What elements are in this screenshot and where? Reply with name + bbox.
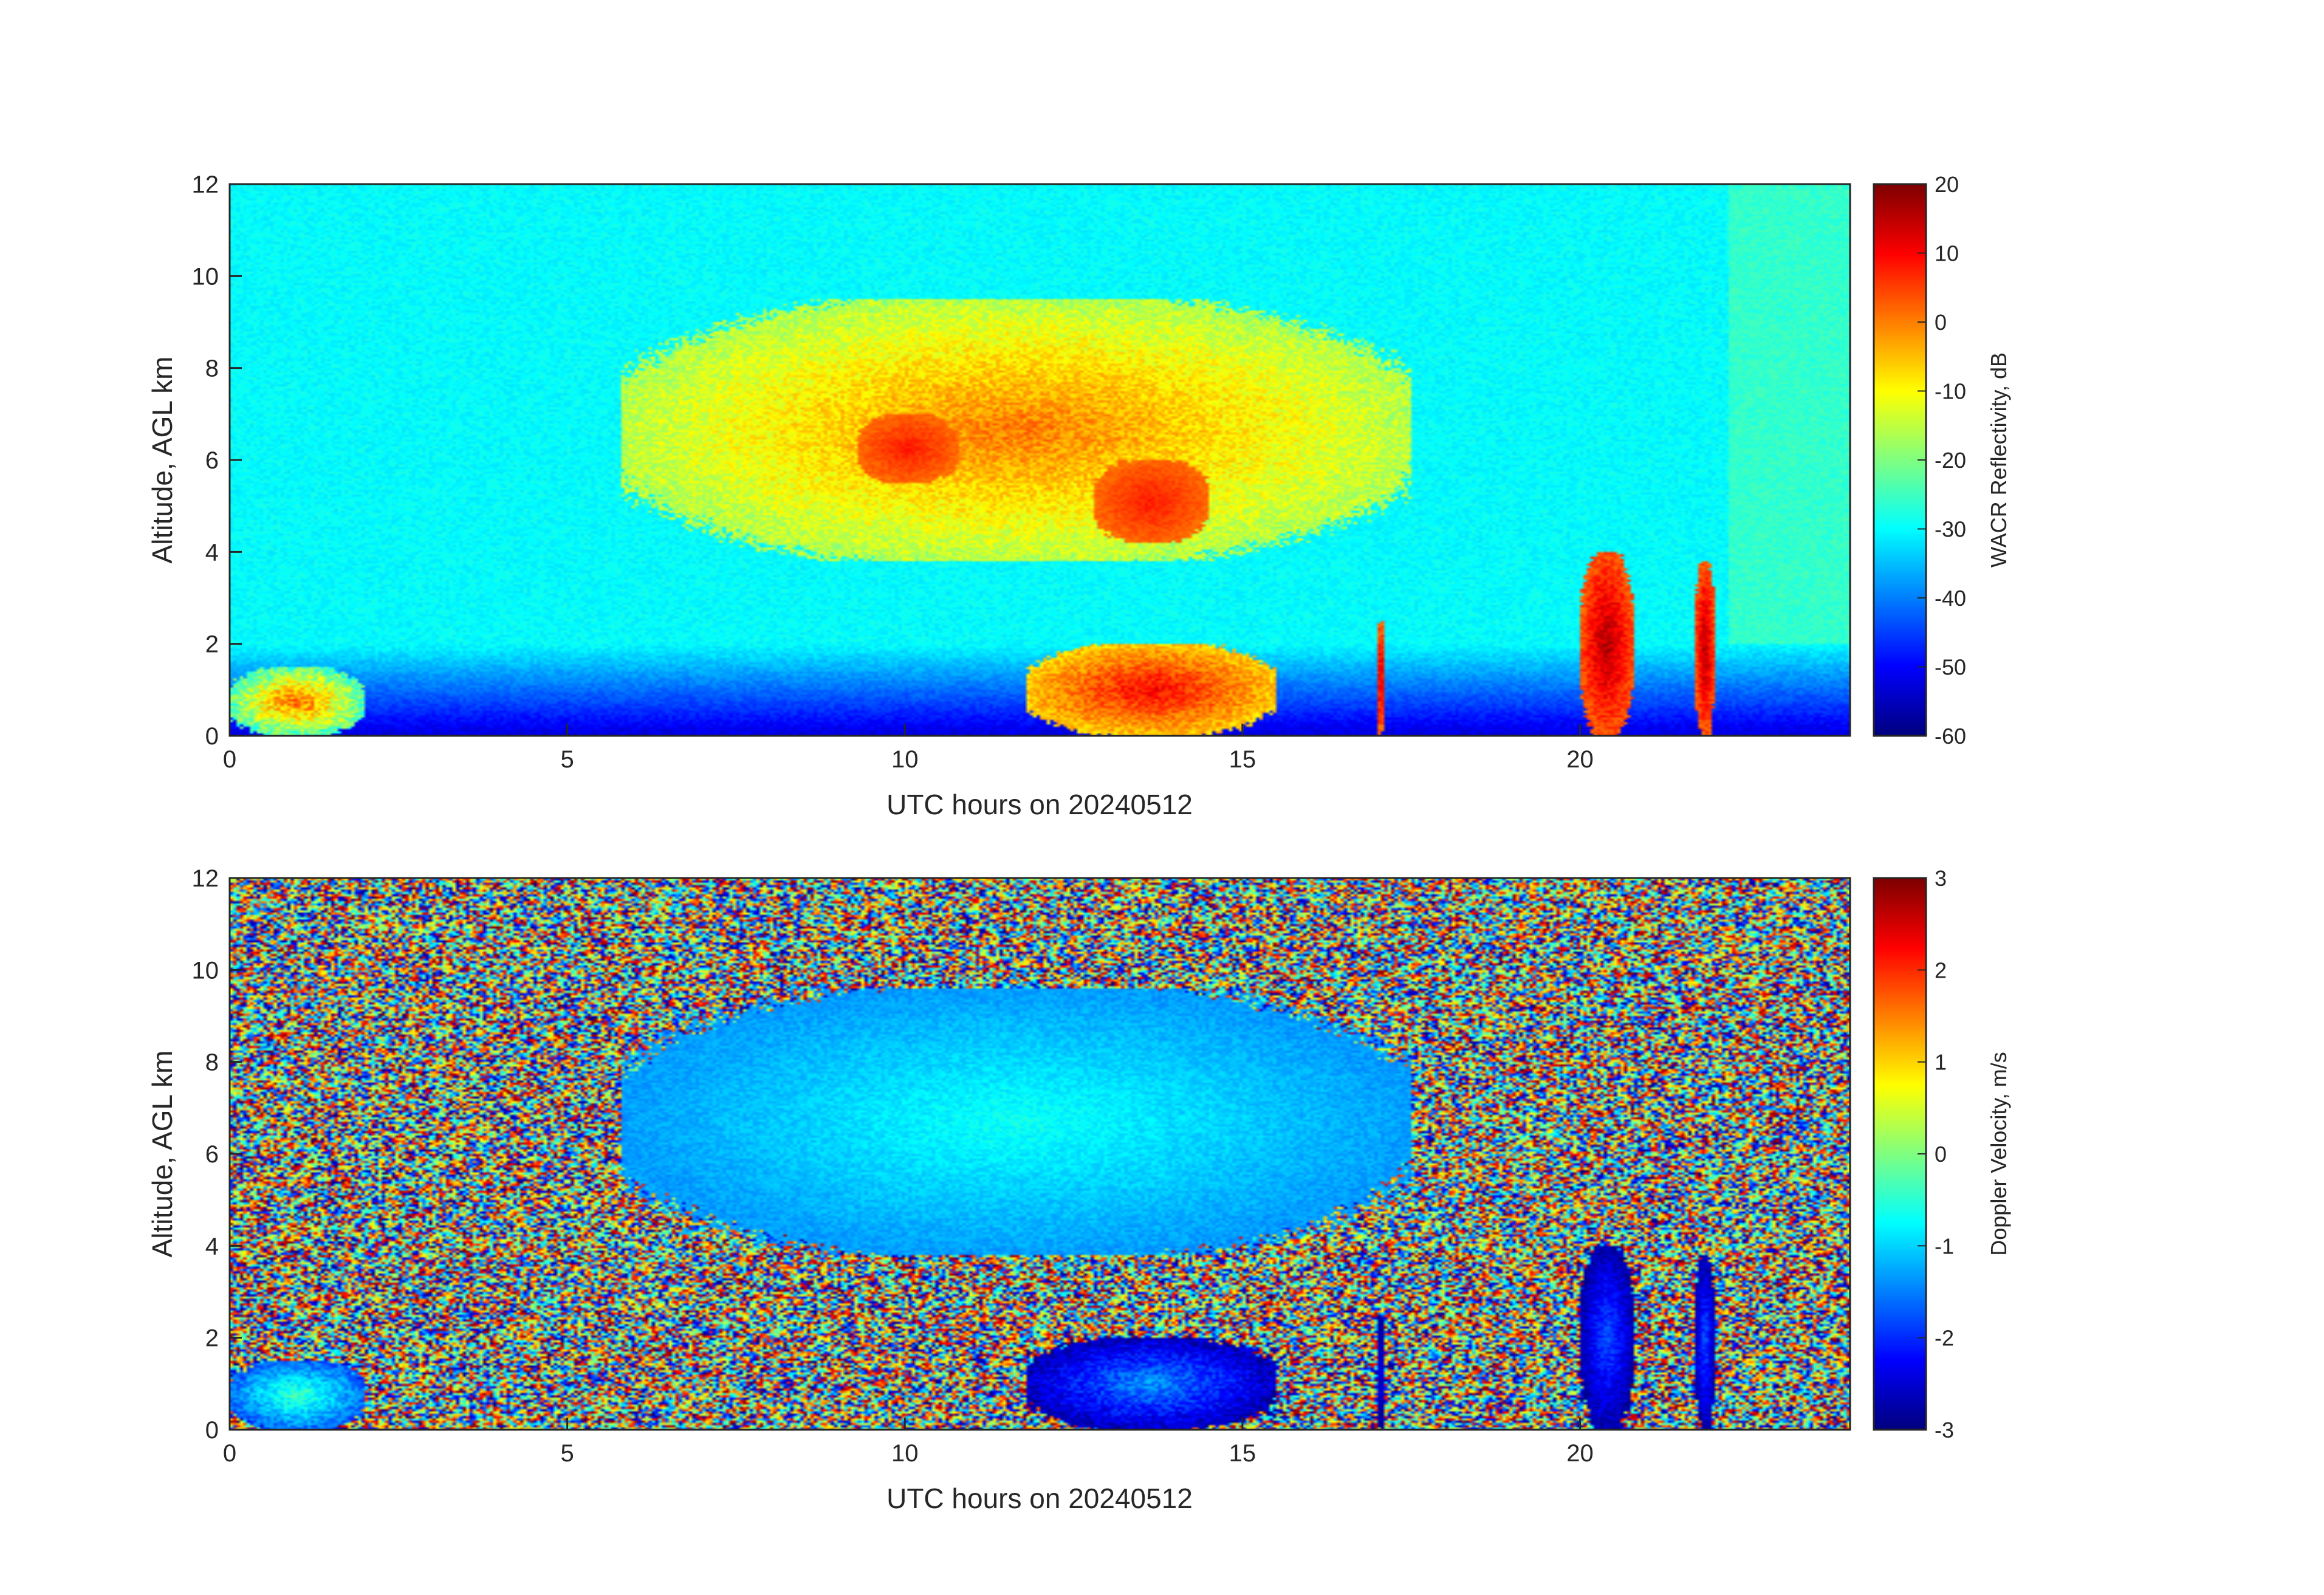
colorbar-tick-label: 0 [1935,310,1947,335]
x-tick-label: 0 [223,746,236,773]
reflectivity-heatmap [230,184,1850,736]
y-tick-label: 2 [205,1325,219,1352]
colorbar-tick-label: 0 [1935,1142,1947,1167]
velocity-colorbar-ticks: 3 2 1 0 -1 -2 -3 [1918,866,1954,1442]
colorbar-tick-label: 10 [1935,241,1959,266]
reflectivity-colorbar [1874,184,1926,736]
x-tick-label: 20 [1566,1440,1594,1467]
velocity-x-axis-label: UTC hours on 20240512 [886,1483,1193,1514]
x-tick-label: 5 [561,1440,574,1467]
y-tick-label: 4 [205,539,219,566]
x-tick-label: 20 [1566,746,1594,773]
x-tick-label: 15 [1229,1440,1256,1467]
x-tick-label: 15 [1229,746,1256,773]
y-tick-label: 10 [192,957,219,984]
velocity-ticks: 0 5 10 15 20 0 2 4 6 8 10 12 [192,865,1594,1467]
colorbar-tick-label: -30 [1935,517,1966,542]
reflectivity-colorbar-ticks: 20 10 0 -10 -20 -30 -40 -50 -60 [1918,172,1966,749]
y-tick-label: 8 [205,1049,219,1076]
y-tick-label: 6 [205,447,219,474]
velocity-colorbar [1874,878,1926,1430]
reflectivity-x-axis-label: UTC hours on 20240512 [886,789,1193,820]
colorbar-tick-label: 1 [1935,1050,1947,1075]
colorbar-tick-label: -3 [1935,1418,1954,1442]
y-tick-label: 0 [205,723,219,750]
reflectivity-y-axis-label: Altitude, AGL km [146,357,178,564]
colorbar-tick-label: 20 [1935,172,1959,197]
colorbar-tick-label: 3 [1935,866,1947,891]
x-tick-label: 5 [561,746,574,773]
colorbar-tick-label: -60 [1935,724,1966,749]
y-tick-label: 6 [205,1141,219,1168]
x-tick-label: 0 [223,1440,236,1467]
y-tick-label: 4 [205,1233,219,1260]
colorbar-tick-label: -10 [1935,379,1966,404]
colorbar-tick-label: -1 [1935,1233,1954,1258]
colorbar-tick-label: -20 [1935,448,1966,473]
y-tick-label: 12 [192,865,219,892]
colorbar-tick-label: -40 [1935,586,1966,611]
y-tick-label: 10 [192,263,219,290]
y-tick-label: 0 [205,1417,219,1444]
colorbar-tick-label: -50 [1935,655,1966,680]
colorbar-tick-label: 2 [1935,958,1947,983]
velocity-y-axis-label: Altitude, AGL km [146,1051,178,1258]
x-tick-label: 10 [891,1440,919,1467]
reflectivity-colorbar-label: WACR Reflectivity, dB [1986,352,2011,568]
y-tick-label: 12 [192,171,219,198]
colorbar-tick-label: -2 [1935,1326,1954,1351]
velocity-colorbar-label: Doppler Velocity, m/s [1986,1052,2011,1255]
reflectivity-ticks: 0 5 10 15 20 0 2 4 6 8 10 12 [192,171,1594,773]
velocity-heatmap [230,878,1850,1430]
y-tick-label: 2 [205,631,219,658]
x-tick-label: 10 [891,746,919,773]
y-tick-label: 8 [205,355,219,382]
